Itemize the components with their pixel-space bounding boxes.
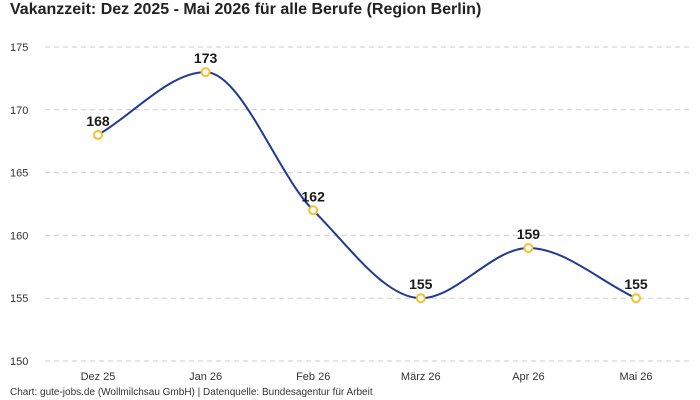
y-axis: 150 155 160 165 170 175 <box>10 42 28 368</box>
x-tick-label: Apr 26 <box>512 371 544 383</box>
data-label: 162 <box>302 188 326 204</box>
source-footer: Chart: gute-jobs.de (Wollmilchsau GmbH) … <box>10 387 373 398</box>
y-tick-label: 170 <box>10 105 28 117</box>
series-line <box>97 71 637 300</box>
data-point <box>523 242 534 253</box>
data-label: 155 <box>409 276 433 292</box>
x-tick-label: Jan 26 <box>189 371 222 383</box>
y-tick-label: 150 <box>10 356 28 368</box>
x-tick-label: März 26 <box>401 371 441 383</box>
data-point <box>93 129 103 140</box>
x-tick-label: Dez 25 <box>81 371 116 383</box>
data-point <box>415 293 426 304</box>
y-tick-label: 165 <box>10 168 28 180</box>
x-tick-label: Feb 26 <box>296 371 330 383</box>
data-label: 159 <box>517 226 541 242</box>
data-label: 168 <box>86 113 110 129</box>
data-point <box>308 205 319 216</box>
data-label: 173 <box>194 50 218 66</box>
y-tick-label: 160 <box>10 230 28 242</box>
series-path <box>97 71 637 300</box>
data-label: 155 <box>624 276 648 292</box>
x-tick-label: Mai 26 <box>619 371 652 383</box>
x-axis: Dez 25 Jan 26 Feb 26 März 26 Apr 26 Mai 26 <box>81 371 653 383</box>
y-tick-label: 155 <box>10 293 28 305</box>
grid-lines <box>45 46 692 362</box>
chart-title: Vakanzzeit: Dez 2025 - Mai 2026 für alle… <box>10 1 482 18</box>
data-labels: 168 173 162 155 159 155 <box>86 50 648 292</box>
y-tick-label: 175 <box>10 42 28 54</box>
data-point <box>200 67 211 78</box>
data-points <box>93 67 641 304</box>
data-point <box>631 293 641 304</box>
